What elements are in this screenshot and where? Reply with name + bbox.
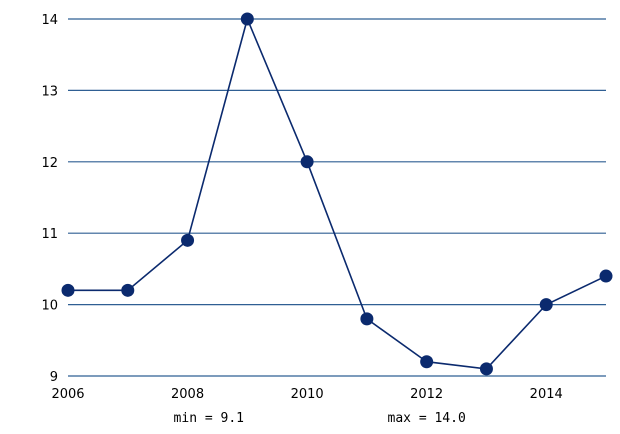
x-tick-labels: 2006 2008 2010 2012 2014: [51, 387, 562, 402]
x-tick-label: 2008: [171, 387, 204, 402]
y-tick-label: 11: [41, 227, 58, 242]
min-annotation: min = 9.1: [174, 411, 244, 426]
x-tick-label: 2010: [291, 387, 324, 402]
y-tick-label: 14: [41, 13, 58, 28]
x-tick-label: 2006: [51, 387, 84, 402]
data-series: [68, 16, 607, 370]
data-point: [360, 312, 374, 326]
data-points: [61, 12, 613, 376]
y-tick-label: 13: [41, 84, 58, 99]
data-point: [539, 298, 553, 312]
x-tick-label: 2014: [530, 387, 563, 402]
y-tick-labels: 9 10 11 12 13 14: [41, 13, 58, 385]
data-point: [121, 283, 135, 297]
data-point: [240, 12, 254, 26]
data-point: [61, 283, 75, 297]
data-point: [479, 362, 493, 376]
data-point: [599, 269, 613, 283]
x-tick-label: 2012: [410, 387, 443, 402]
series-line: [68, 16, 607, 370]
y-tick-label: 12: [41, 156, 58, 171]
max-annotation: max = 14.0: [388, 411, 466, 426]
grid-lines: [68, 18, 606, 377]
y-tick-label: 9: [50, 370, 58, 385]
y-tick-label: 10: [41, 299, 58, 314]
data-point: [181, 233, 195, 247]
data-point: [300, 155, 314, 169]
data-point: [420, 355, 434, 369]
